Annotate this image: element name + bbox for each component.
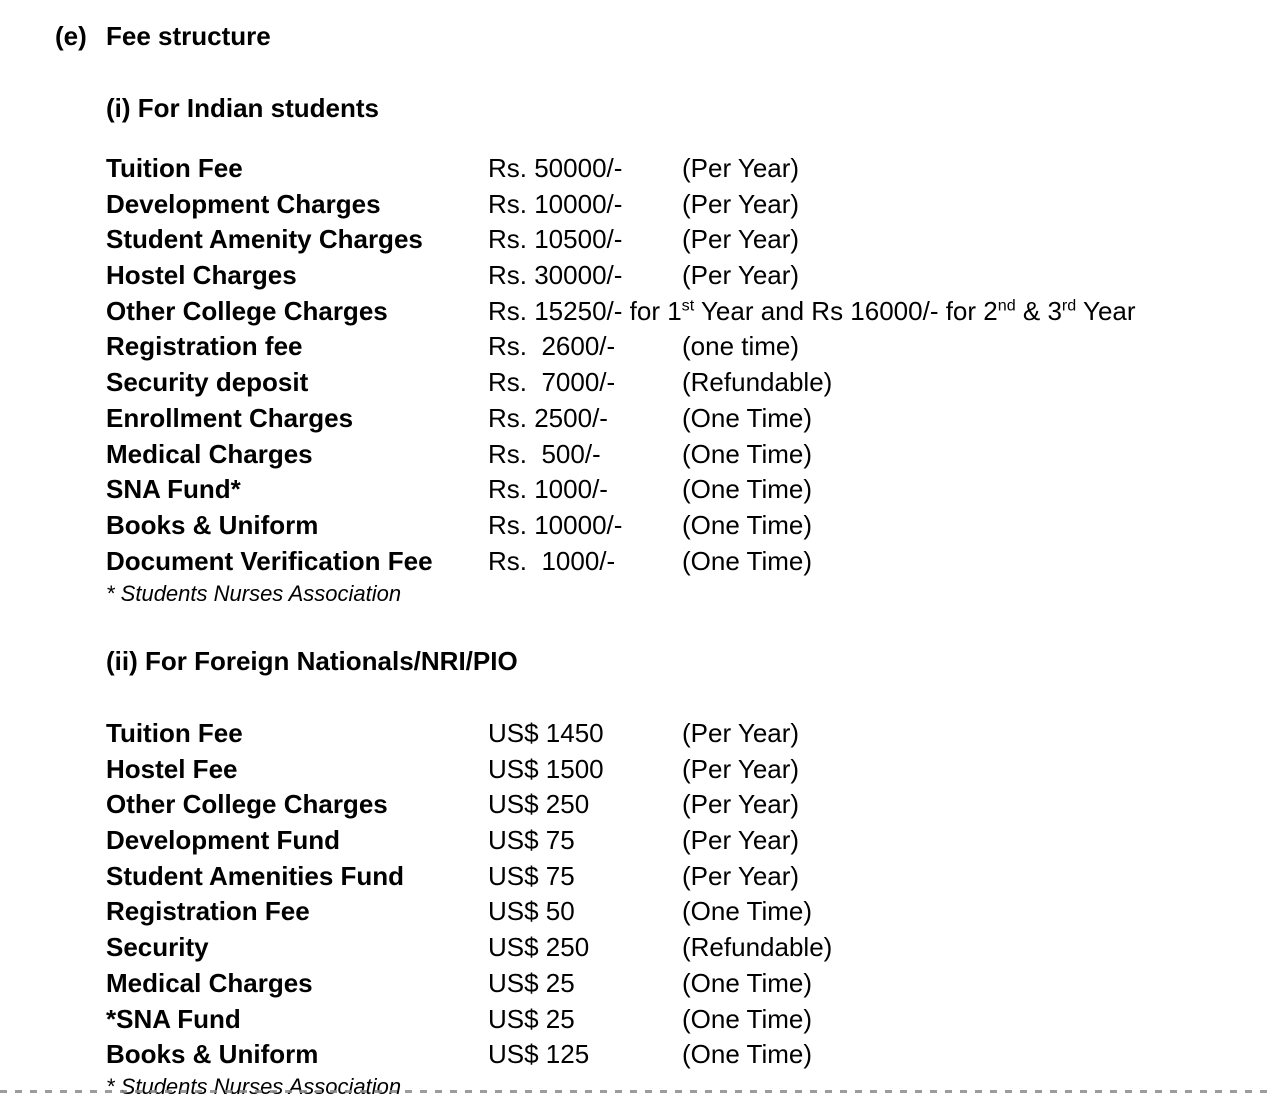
fee-item-label: *SNA Fund (106, 1003, 241, 1034)
fee-amount: US$ 25 (488, 967, 575, 998)
fee-amount: Rs. 1000/- (488, 474, 608, 505)
fee-row: Security US$ 250 (Refundable) (106, 930, 832, 966)
fee-amount: US$ 75 (488, 825, 575, 856)
fee-amount: US$ 1450 (488, 718, 604, 748)
fee-amount: US$ 75 (488, 860, 575, 891)
fee-row: Tuition Fee Rs. 50000/- (Per Year) (106, 151, 799, 187)
subsection-heading-indian-students: (i) For Indian students (106, 93, 379, 123)
fee-item-label: Tuition Fee (106, 153, 243, 183)
fee-row: Development Charges Rs. 10000/- (Per Year) (106, 187, 799, 223)
footnote-sna-indian: * Students Nurses Association (106, 581, 402, 606)
fee-amount: Rs. 50000/- (488, 153, 623, 183)
fee-amount: US$ 25 (488, 1003, 575, 1034)
fee-row: Registration Fee US$ 50 (One Time) (106, 894, 812, 930)
fee-item-label: Student Amenities Fund (106, 860, 405, 891)
fee-row: Books & Uniform US$ 125 (One Time) (106, 1037, 812, 1073)
fee-row: Enrollment Charges Rs. 2500/- (One Time) (106, 401, 812, 437)
fee-amount: Rs. 10000/- (488, 188, 623, 219)
fee-row: SNA Fund* Rs. 1000/- (One Time) (106, 472, 812, 508)
fee-item-label: Enrollment Charges (106, 402, 354, 433)
fee-amount: Rs. 30000/- (488, 260, 623, 291)
subsection-heading-foreign-nationals: (ii) For Foreign Nationals/NRI/PIO (106, 646, 518, 676)
fee-item-label: Books & Uniform (106, 1039, 319, 1070)
fee-amount: Rs. 1000/- (488, 545, 616, 576)
fee-item-label: Medical Charges (106, 438, 313, 469)
fee-note: (Per Year) (682, 860, 800, 891)
fee-row: Books & Uniform Rs. 10000/- (One Time) (106, 508, 812, 544)
fee-item-label: Document Verification Fee (106, 545, 433, 576)
fee-amount: Rs. 2600/- (488, 331, 616, 362)
fee-note: (Per Year) (682, 153, 800, 183)
fee-note: (one time) (682, 331, 800, 362)
fee-row: Hostel Charges Rs. 30000/- (Per Year) (106, 258, 799, 294)
fee-table-indian-students: Tuition Fee Rs. 50000/- (Per Year) Developm… (106, 151, 1136, 580)
fee-amount: US$ 50 (488, 896, 575, 927)
fee-amount: US$ 250 (488, 789, 590, 820)
fee-note: (Per Year) (682, 753, 800, 784)
page-title-marker: (e) (55, 21, 87, 51)
fee-table-foreign-nationals: Tuition Fee US$ 1450 (Per Year) Hostel Fee U… (106, 716, 832, 1073)
fee-note: (One Time) (682, 474, 813, 505)
fee-note: (One Time) (682, 402, 813, 433)
page-title-text: Fee structure (106, 21, 271, 51)
fee-row: Document Verification Fee Rs. 1000/- (One … (106, 544, 812, 580)
fee-item-label: Other College Charges (106, 789, 388, 820)
fee-note: (Per Year) (682, 260, 800, 291)
fee-note: (Per Year) (682, 188, 800, 219)
fee-item-label: Security deposit (106, 367, 309, 398)
fee-row: *SNA Fund US$ 25 (One Time) (106, 1002, 812, 1038)
fee-amount: Rs. 2500/- (488, 402, 608, 433)
fee-note: (One Time) (682, 545, 813, 576)
fee-note: (Per Year) (682, 789, 800, 820)
fee-row: Other College Charges Rs. 15250/- for 1st… (106, 294, 1136, 330)
fee-amount: Rs. 15250/- for 1st Year and Rs 16000/- … (488, 295, 1136, 326)
fee-item-label: Student Amenity Charges (106, 224, 423, 255)
fee-note: (One Time) (682, 896, 813, 927)
fee-item-label: SNA Fund* (106, 474, 241, 505)
fee-item-label: Registration Fee (106, 896, 310, 927)
fee-item-label: Development Fund (106, 825, 341, 856)
fee-item-label: Development Charges (106, 188, 381, 219)
fee-item-label: Registration fee (106, 331, 303, 362)
fee-amount: Rs. 7000/- (488, 367, 616, 398)
fee-note: (Refundable) (682, 367, 833, 398)
fee-note: (Per Year) (682, 718, 800, 748)
fee-row: Tuition Fee US$ 1450 (Per Year) (106, 716, 799, 752)
fee-note: (One Time) (682, 967, 813, 998)
fee-note: (Per Year) (682, 825, 800, 856)
fee-note: (One Time) (682, 1003, 813, 1034)
fee-note: (Refundable) (682, 932, 833, 963)
fee-item-label: Medical Charges (106, 967, 313, 998)
fee-note: (One Time) (682, 1039, 813, 1070)
fee-amount: Rs. 10500/- (488, 224, 623, 255)
fee-row: Other College Charges US$ 250 (Per Year) (106, 787, 799, 823)
fee-note: (One Time) (682, 509, 813, 540)
fee-item-label: Other College Charges (106, 295, 388, 326)
fee-item-label: Tuition Fee (106, 718, 243, 748)
fee-item-label: Hostel Charges (106, 260, 297, 291)
fee-row: Registration fee Rs. 2600/- (one time) (106, 329, 799, 365)
fee-row: Student Amenity Charges Rs. 10500/- (Per Y… (106, 222, 799, 258)
fee-item-label: Security (106, 932, 209, 963)
fee-amount: US$ 1500 (488, 753, 604, 784)
fee-note: (One Time) (682, 438, 813, 469)
fee-row: Medical Charges Rs. 500/- (One Time) (106, 437, 812, 473)
page-bottom-dashed-divider (0, 1090, 1272, 1093)
fee-note: (Per Year) (682, 224, 800, 255)
fee-amount: US$ 125 (488, 1039, 590, 1070)
fee-row: Student Amenities Fund US$ 75 (Per Year) (106, 859, 799, 895)
fee-row: Hostel Fee US$ 1500 (Per Year) (106, 752, 799, 788)
fee-row: Medical Charges US$ 25 (One Time) (106, 966, 812, 1002)
fee-item-label: Books & Uniform (106, 509, 319, 540)
fee-row: Security deposit Rs. 7000/- (Refundable) (106, 365, 832, 401)
page-title: (e) Fee structure (55, 20, 271, 52)
fee-amount: Rs. 500/- (488, 438, 601, 469)
fee-item-label: Hostel Fee (106, 753, 238, 784)
fee-amount: US$ 250 (488, 932, 590, 963)
fee-row: Development Fund US$ 75 (Per Year) (106, 823, 799, 859)
fee-amount: Rs. 10000/- (488, 509, 623, 540)
